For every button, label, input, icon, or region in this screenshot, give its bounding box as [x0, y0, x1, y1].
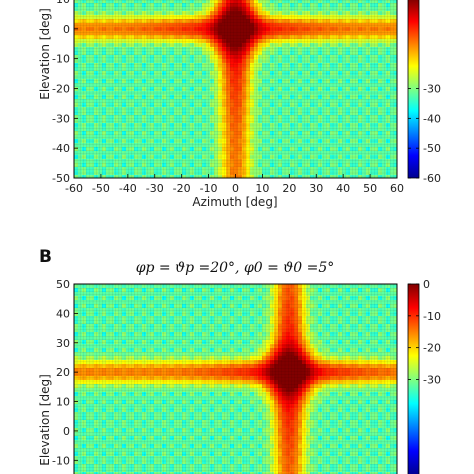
x-tick-label: -60	[65, 182, 83, 195]
x-ticks-a: -60 -50 -40 -30 -20 -10 0 10 20 30 40 50 60	[65, 174, 404, 195]
y-tick-label: 0	[63, 23, 70, 36]
colorbar-tick-label: -40	[423, 112, 441, 125]
x-tick-label: -10	[200, 182, 218, 195]
grid-overlay-a	[74, 0, 397, 178]
colorbar-ticks-a: -30 -40 -50 -60	[408, 83, 441, 185]
y-tick-label: 10	[56, 0, 70, 6]
chart-title-b: φp = ϑp =20°, φ0 = ϑ0 =5°	[136, 260, 335, 276]
colorbar-tick-label: -60	[423, 172, 441, 185]
x-tick-label: -20	[173, 182, 191, 195]
x-tick-label: 60	[390, 182, 404, 195]
x-tick-label: 40	[336, 182, 350, 195]
colorbar-tick-label: -30	[423, 83, 441, 96]
colorbar-a	[407, 0, 420, 179]
y-tick-label: -50	[52, 172, 70, 185]
x-tick-label: -50	[92, 182, 110, 195]
x-tick-label: -40	[119, 182, 137, 195]
colorbar-tick-label: -50	[423, 142, 441, 155]
x-tick-label: -30	[146, 182, 164, 195]
y-tick-label: -20	[52, 83, 70, 96]
x-tick-label: 50	[363, 182, 377, 195]
x-tick-label: 20	[282, 182, 296, 195]
panel-letter-b: B	[39, 247, 52, 267]
y-tick-label: -30	[52, 112, 70, 125]
y-ticks-a: 10 0 -10 -20 -30 -40 -50	[52, 0, 78, 185]
panel-b: B φp = ϑp =20°, φ0 = ϑ0 =5° 50403020100-…	[38, 247, 441, 474]
x-tick-label: 0	[232, 182, 239, 195]
y-tick-label: -40	[52, 142, 70, 155]
y-axis-label-a: Elevation [deg]	[38, 8, 52, 100]
y-tick-label: -10	[52, 53, 70, 66]
x-tick-label: 10	[255, 182, 269, 195]
x-axis-label-a: Azimuth [deg]	[192, 195, 277, 209]
x-tick-label: 30	[309, 182, 323, 195]
